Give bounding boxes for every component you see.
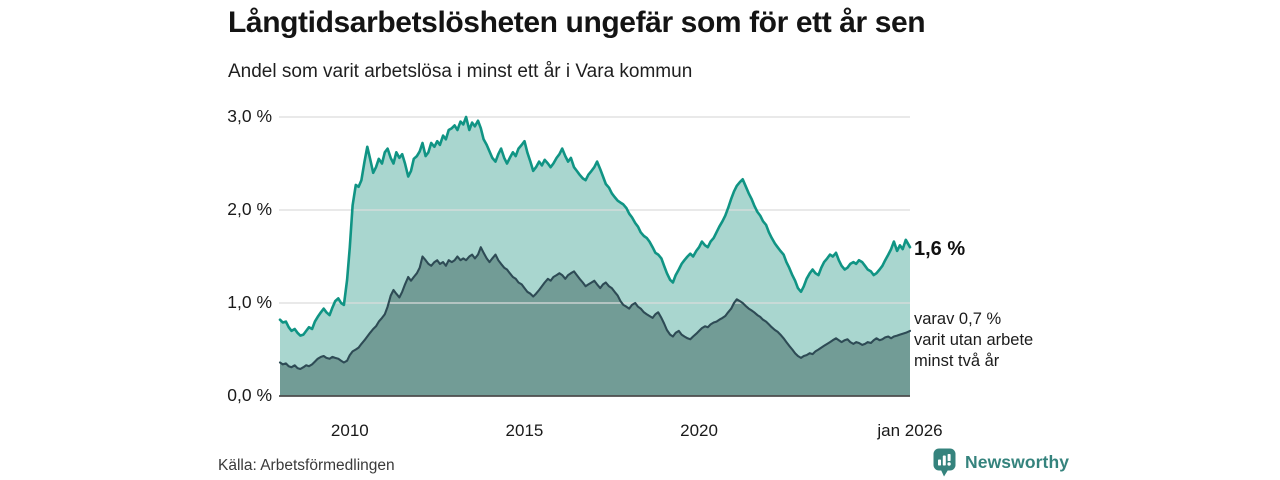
series-area-min-two-years [280,247,910,396]
y-tick-label-3: 3,0 % [227,106,272,126]
x-tick-label-2015: 2015 [505,421,544,440]
x-tick-label-2020: 2020 [680,421,718,440]
y-tick-label-2: 2,0 % [227,199,272,219]
secondary-annotation-line-1: varav 0,7 % [914,310,1002,328]
secondary-annotation-line-3: minst två år [914,352,1000,370]
chart-subtitle: Andel som varit arbetslösa i minst ett å… [228,61,693,82]
newsworthy-logo-text: Newsworthy [965,452,1070,472]
y-tick-label-0: 0,0 % [227,385,272,405]
latest-value-label: 1,6 % [914,238,966,260]
x-tick-label-2010: 2010 [330,421,369,440]
x-tick-label-jan-2026: jan 2026 [877,421,943,440]
newsworthy-branding: Newsworthy [933,448,1069,477]
newsworthy-logo-icon [933,448,956,477]
series-line-total-min-one-year [278,115,912,337]
series-line-min-two-years [278,246,912,371]
source-credit: Källa: Arbetsförmedlingen [218,457,395,474]
secondary-annotation-line-2: varit utan arbete [914,331,1034,349]
secondary-value-annotation: varav 0,7 % varit utan arbete minst två … [914,309,1033,372]
y-tick-label-1: 1,0 % [227,292,272,312]
chart-title: Långtidsarbetslösheten ungefär som för e… [228,6,926,39]
